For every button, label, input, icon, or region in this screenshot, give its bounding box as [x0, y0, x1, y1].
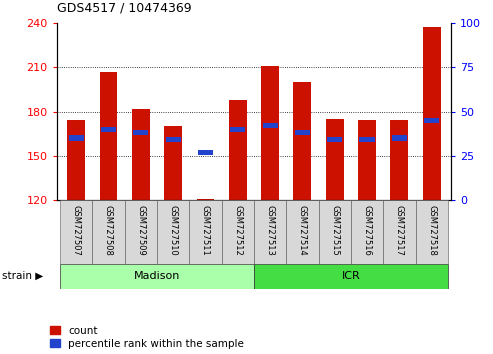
Text: GSM727514: GSM727514	[298, 205, 307, 256]
Text: GSM727513: GSM727513	[266, 205, 275, 256]
Bar	[416, 200, 448, 264]
Bar	[358, 120, 376, 200]
Bar	[230, 127, 246, 132]
Text: strain ▶: strain ▶	[2, 271, 44, 281]
Bar	[133, 130, 148, 135]
Text: GSM727516: GSM727516	[362, 205, 372, 256]
Bar	[132, 109, 150, 200]
Text: GSM727507: GSM727507	[71, 205, 80, 256]
Bar	[383, 200, 416, 264]
Bar	[261, 66, 279, 200]
Bar	[286, 200, 318, 264]
Bar	[166, 137, 180, 142]
Bar	[295, 130, 310, 135]
Bar	[423, 27, 441, 200]
Bar	[390, 120, 408, 200]
Bar	[221, 200, 254, 264]
Bar	[229, 100, 246, 200]
Bar	[60, 264, 254, 289]
Text: GSM727509: GSM727509	[136, 205, 145, 256]
Bar	[424, 118, 439, 123]
Text: GSM727515: GSM727515	[330, 205, 339, 256]
Bar	[318, 200, 351, 264]
Text: GSM727517: GSM727517	[395, 205, 404, 256]
Bar	[359, 137, 375, 142]
Text: GSM727510: GSM727510	[169, 205, 177, 256]
Text: GSM727518: GSM727518	[427, 205, 436, 256]
Text: Madison: Madison	[134, 271, 180, 281]
Bar	[69, 136, 84, 141]
Text: GSM727511: GSM727511	[201, 205, 210, 256]
Bar	[164, 126, 182, 200]
Text: ICR: ICR	[342, 271, 360, 281]
Bar	[60, 200, 92, 264]
Bar	[326, 119, 344, 200]
Bar	[189, 200, 221, 264]
Bar	[198, 150, 213, 155]
Bar	[100, 72, 117, 200]
Text: GSM727512: GSM727512	[233, 205, 242, 256]
Bar	[254, 264, 448, 289]
Bar	[157, 200, 189, 264]
Bar	[101, 127, 116, 132]
Bar	[392, 136, 407, 141]
Bar	[262, 123, 278, 128]
Bar	[67, 120, 85, 200]
Text: GSM727508: GSM727508	[104, 205, 113, 256]
Bar	[92, 200, 125, 264]
Bar	[254, 200, 286, 264]
Bar	[293, 82, 311, 200]
Text: GDS4517 / 10474369: GDS4517 / 10474369	[57, 1, 191, 14]
Bar	[125, 200, 157, 264]
Bar	[327, 137, 342, 142]
Bar	[197, 199, 214, 200]
Bar	[351, 200, 383, 264]
Legend: count, percentile rank within the sample: count, percentile rank within the sample	[50, 326, 244, 349]
